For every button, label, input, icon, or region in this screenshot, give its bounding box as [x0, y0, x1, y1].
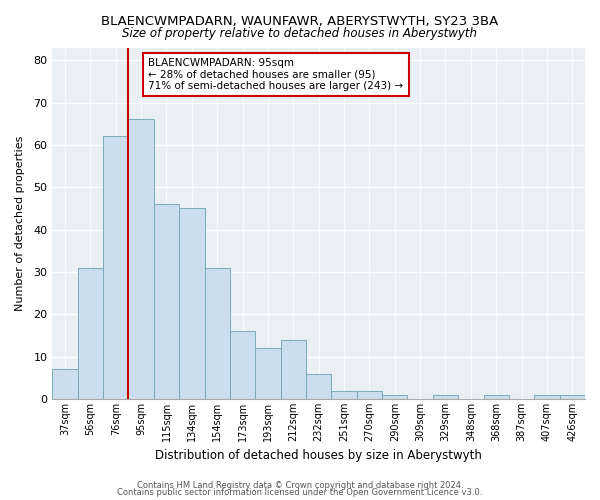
Bar: [382, 395, 407, 399]
Y-axis label: Number of detached properties: Number of detached properties: [15, 136, 25, 311]
Bar: [255, 348, 281, 399]
Bar: [230, 332, 255, 399]
Bar: [331, 390, 357, 399]
Bar: [357, 390, 382, 399]
Bar: [306, 374, 331, 399]
Bar: [103, 136, 128, 399]
Text: BLAENCWMPADARN, WAUNFAWR, ABERYSTWYTH, SY23 3BA: BLAENCWMPADARN, WAUNFAWR, ABERYSTWYTH, S…: [101, 15, 499, 28]
Bar: [281, 340, 306, 399]
Bar: [77, 268, 103, 399]
Text: Size of property relative to detached houses in Aberystwyth: Size of property relative to detached ho…: [122, 28, 478, 40]
Bar: [534, 395, 560, 399]
Bar: [433, 395, 458, 399]
Bar: [205, 268, 230, 399]
Text: Contains HM Land Registry data © Crown copyright and database right 2024.: Contains HM Land Registry data © Crown c…: [137, 480, 463, 490]
Text: BLAENCWMPADARN: 95sqm
← 28% of detached houses are smaller (95)
71% of semi-deta: BLAENCWMPADARN: 95sqm ← 28% of detached …: [148, 58, 403, 91]
Bar: [52, 370, 77, 399]
Bar: [154, 204, 179, 399]
Text: Contains public sector information licensed under the Open Government Licence v3: Contains public sector information licen…: [118, 488, 482, 497]
X-axis label: Distribution of detached houses by size in Aberystwyth: Distribution of detached houses by size …: [155, 450, 482, 462]
Bar: [560, 395, 585, 399]
Bar: [179, 208, 205, 399]
Bar: [128, 120, 154, 399]
Bar: [484, 395, 509, 399]
